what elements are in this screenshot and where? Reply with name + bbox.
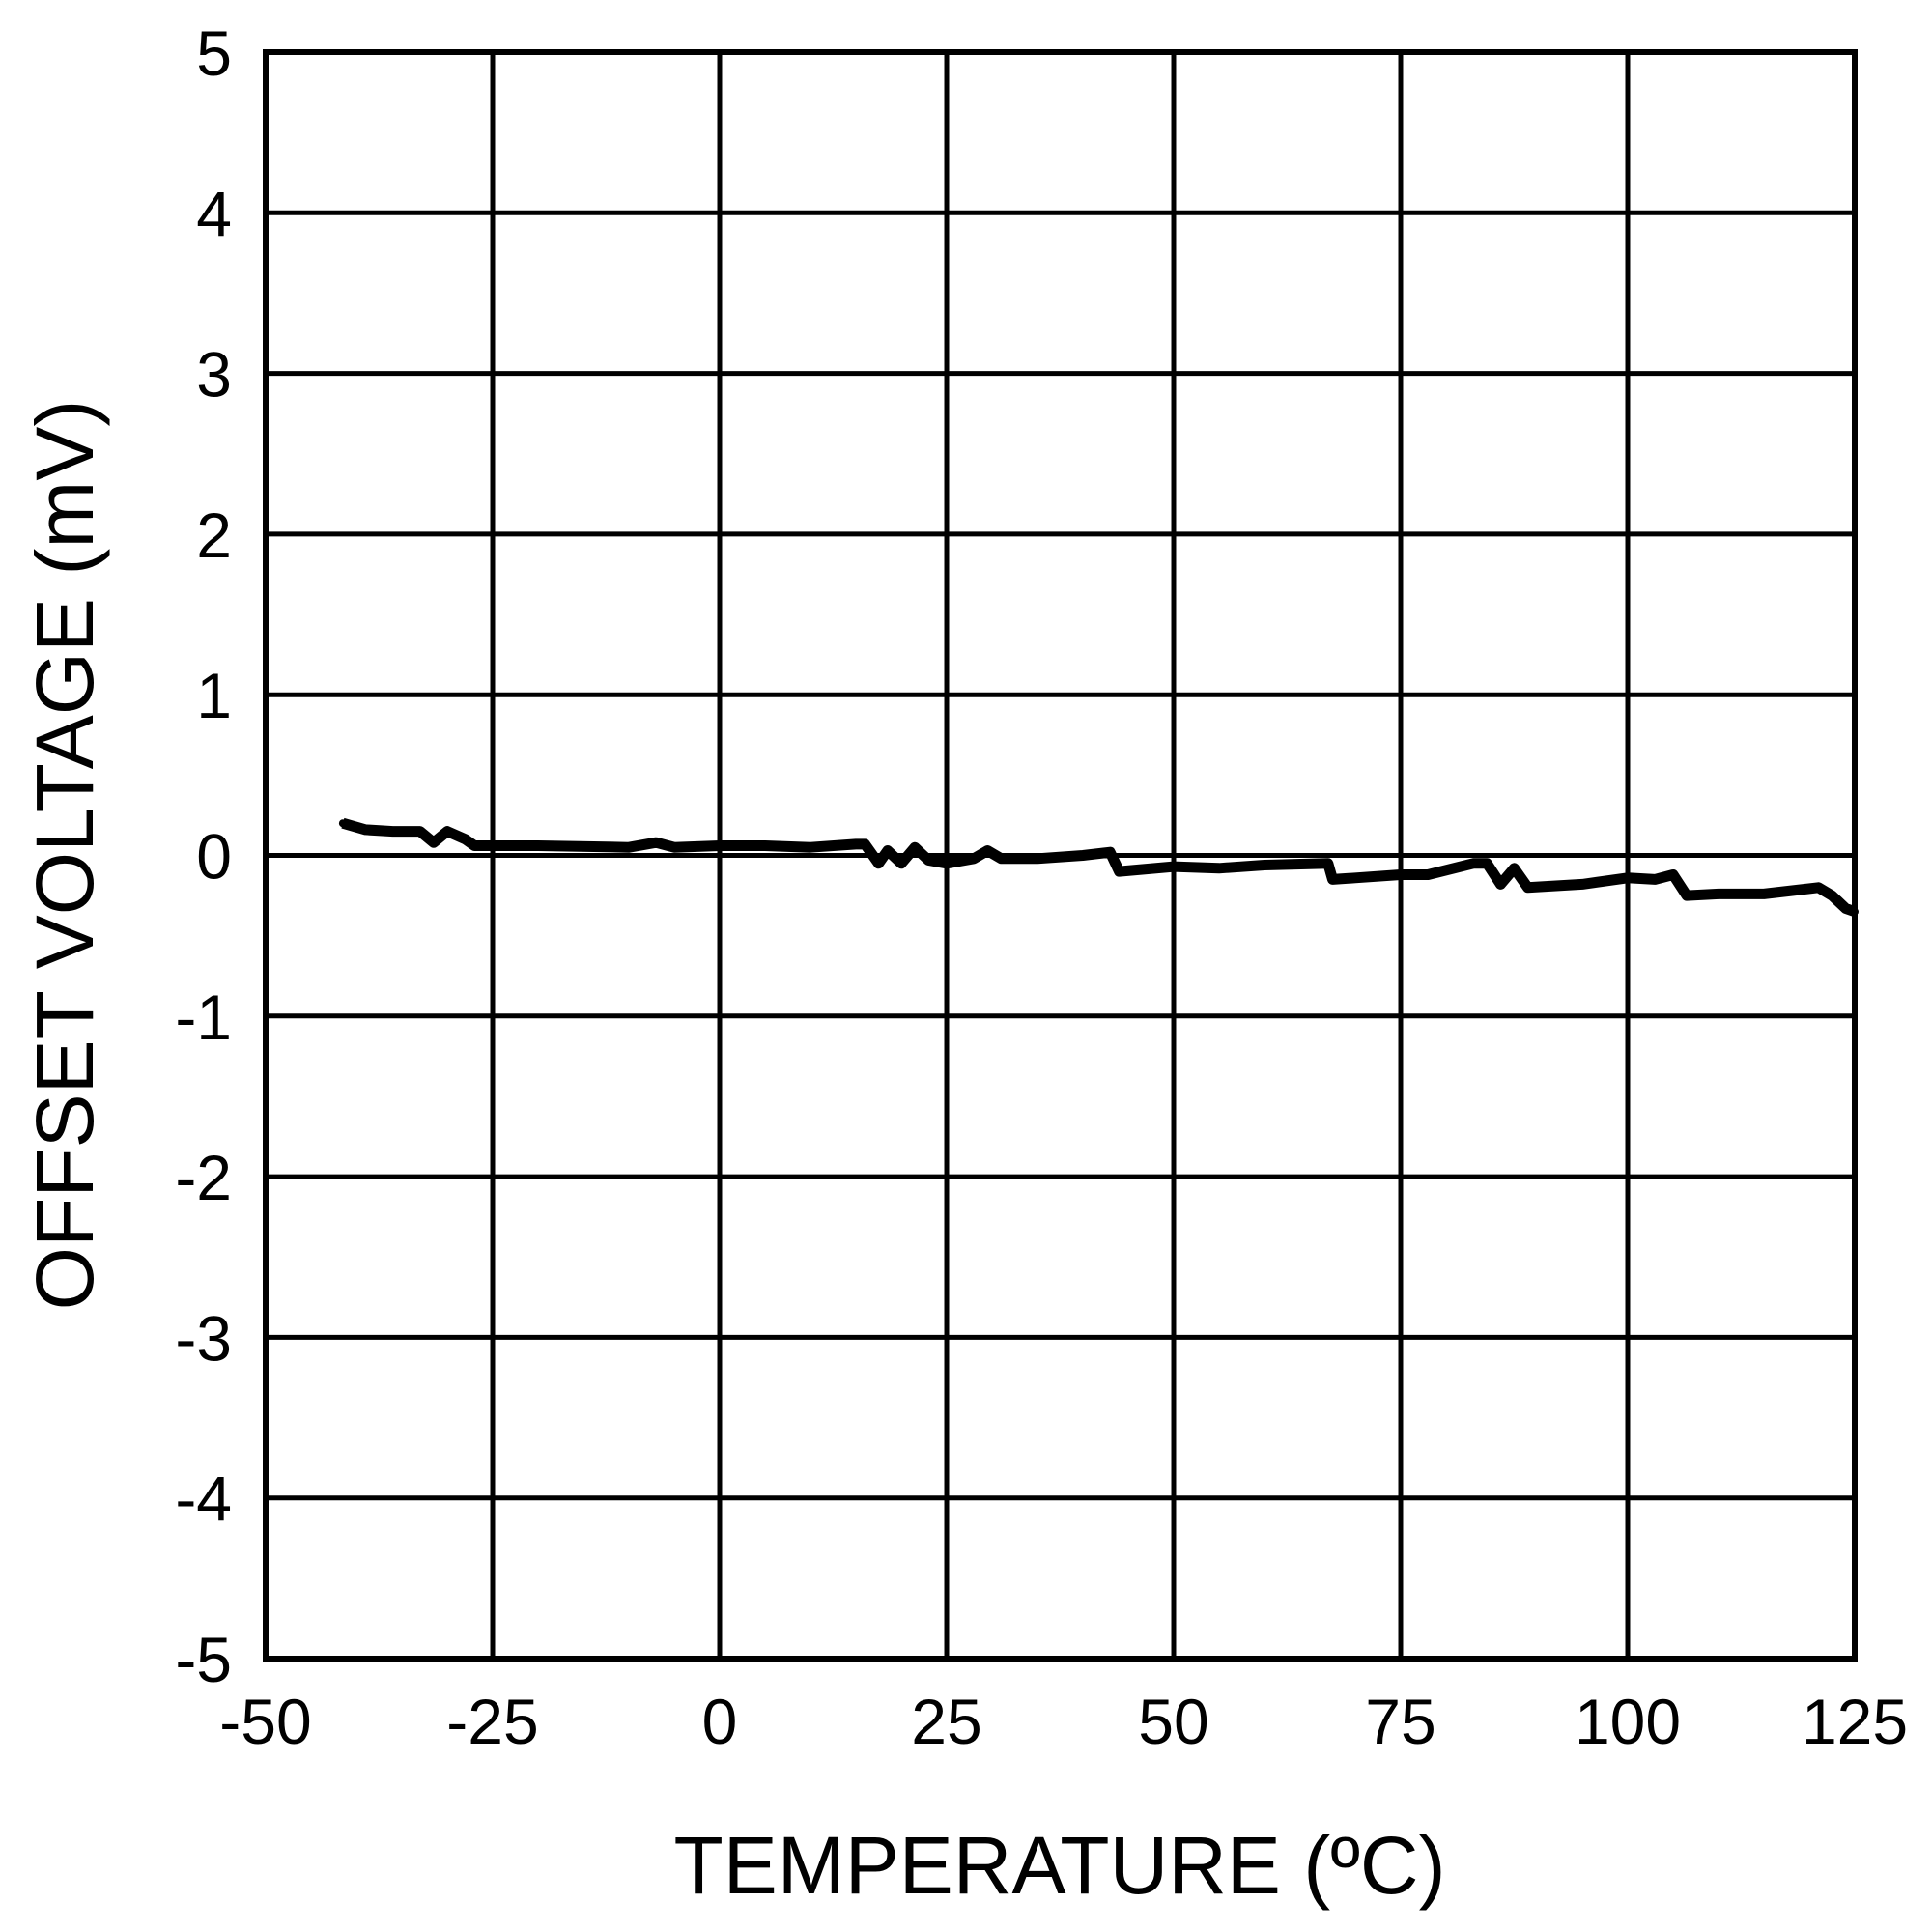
data-point [897,859,905,867]
y-tick-label: -3 [175,1302,232,1374]
data-point [716,841,724,850]
data-point [983,846,992,855]
data-point [470,841,479,850]
data-point [1624,873,1632,882]
data-point [1034,854,1041,863]
y-tick-label: 0 [196,821,232,893]
data-point [1787,887,1796,895]
x-tick-label: -25 [446,1686,538,1757]
y-tick-label: 5 [196,17,232,89]
data-point [1669,870,1677,879]
plot-frame [263,49,1858,1662]
data-point [997,854,1006,863]
data-point [1424,870,1433,879]
series-layer [338,817,1859,917]
data-point [1469,859,1478,867]
x-tick-label: -50 [219,1686,311,1757]
y-tick-label: -4 [175,1463,232,1535]
data-point [1683,892,1691,900]
data-point [1328,875,1337,884]
data-point [1841,904,1850,913]
data-point [924,856,933,865]
y-tick-label: -5 [175,1624,232,1695]
data-point [874,859,883,867]
x-tick-label: 0 [702,1686,738,1757]
y-tick-label: -2 [175,1142,232,1213]
x-tick-label: 100 [1575,1686,1681,1757]
data-point [625,843,633,852]
data-point [361,825,370,834]
data-point [534,841,542,850]
y-tick-label: 3 [196,339,232,411]
data-point [652,838,661,847]
data-point [852,839,860,848]
data-point [970,854,979,863]
data-point [1828,892,1836,900]
data-point [443,827,451,836]
data-point [338,819,347,828]
x-tick-label: 50 [1138,1686,1208,1757]
y-tick-label: 2 [196,499,232,571]
data-point [1261,861,1268,869]
data-point [1483,859,1492,867]
data-point [461,835,469,843]
x-axis-label: TEMPERATURE (ºC) [673,1820,1445,1911]
data-point [1351,873,1359,882]
data-point [1106,848,1115,857]
y-axis-label: OFFSET VOLTAGE (mV) [19,400,110,1311]
data-point [1523,883,1532,892]
y-tick-label: 1 [196,660,232,731]
data-point [1215,864,1223,872]
data-point [1578,880,1586,889]
data-point [415,827,424,836]
data-point [1760,890,1768,898]
data-point [761,841,769,850]
data-point [670,843,678,852]
data-point [1115,867,1123,876]
data-point [1397,870,1405,879]
data-point [1651,875,1660,884]
data-point [429,838,438,847]
data-point [1323,859,1332,867]
data-point [1079,851,1087,860]
data-point [911,843,920,852]
data-point [943,859,951,867]
data-point [1814,883,1823,892]
y-tick-label: -1 [175,981,232,1053]
data-point [1170,863,1178,871]
x-tick-label: 75 [1365,1686,1435,1757]
data-point [883,846,892,855]
data-point [388,827,397,836]
x-tick-label: 25 [911,1686,981,1757]
tick-labels: -50 -25 0 25 50 75 100 125 5 4 3 2 1 0 -1 -2 -3 -4 -5 [175,17,1908,1757]
x-tick-label: 125 [1802,1686,1908,1757]
data-point [861,839,869,848]
y-tick-label: 4 [196,178,232,249]
data-point [1510,864,1519,872]
data-point [1715,890,1722,898]
data-point [1496,880,1505,889]
data-point [807,843,814,852]
